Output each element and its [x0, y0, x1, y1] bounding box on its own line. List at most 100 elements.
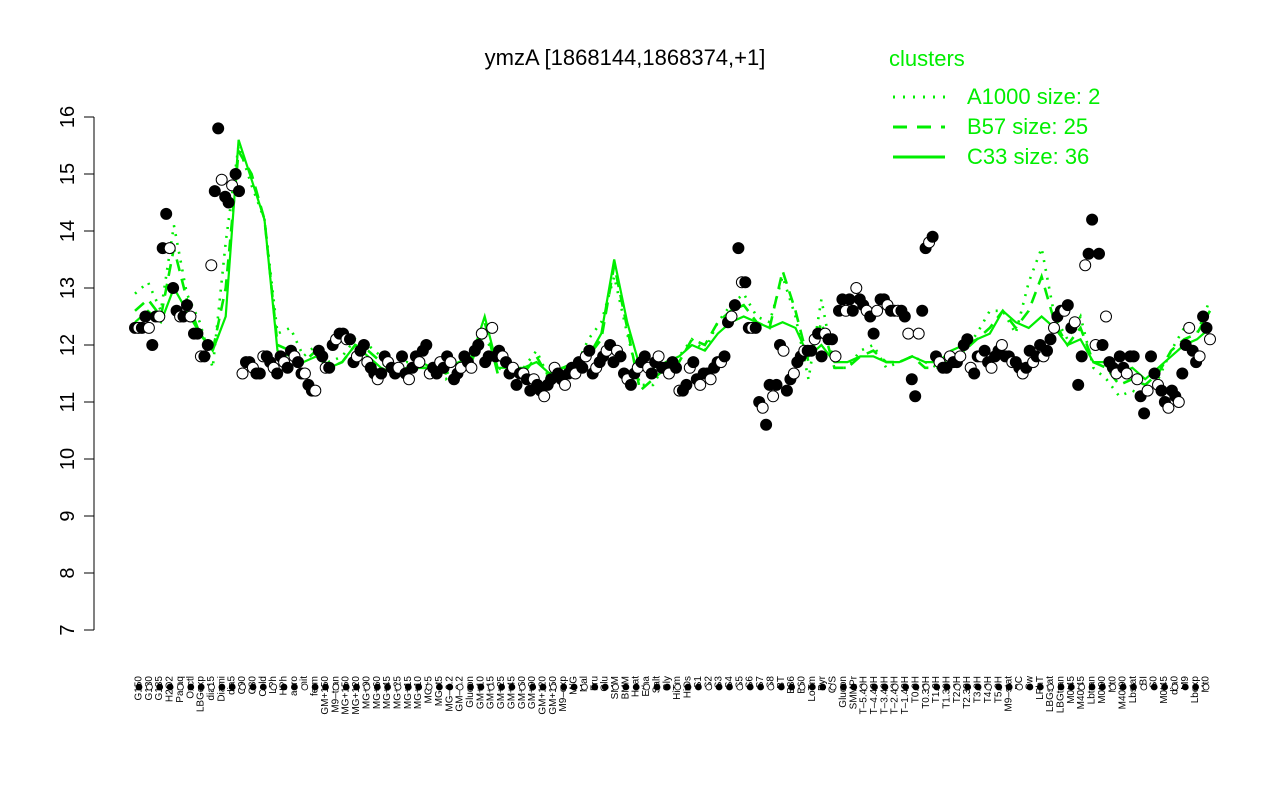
data-point [215, 173, 228, 186]
x-marker [1078, 683, 1086, 691]
x-marker [415, 683, 423, 691]
data-point [694, 378, 707, 391]
x-marker [529, 683, 537, 691]
x-tick-label: GM+90 [527, 676, 538, 710]
x-tick-label: SMMPr [848, 675, 859, 709]
x-marker [632, 683, 640, 691]
data-point [732, 242, 745, 255]
x-tick-label: LBGexp [196, 676, 207, 713]
x-tick-label: T1.30H [942, 676, 953, 709]
x-tick-label: Gly [662, 676, 673, 691]
x-tick-label: M9–exp [558, 676, 569, 712]
y-tick-label: 12 [57, 334, 79, 356]
x-marker [270, 683, 278, 691]
y-tick-label: 7 [57, 624, 79, 635]
x-tick-label: BT [776, 676, 787, 689]
x-marker [446, 683, 454, 691]
x-marker [1181, 683, 1189, 691]
x-marker [767, 683, 775, 691]
data-point [1082, 247, 1095, 260]
x-tick-label: BI [1138, 676, 1149, 685]
x-marker [1109, 683, 1117, 691]
x-tick-label: MG+60 [372, 676, 383, 710]
y-tick-label: 9 [57, 510, 79, 521]
x-tick-label: GM+120 [538, 676, 549, 715]
x-tick-label: GM+10 [475, 676, 486, 710]
x-marker [404, 683, 412, 691]
x-marker [332, 683, 340, 691]
data-point [829, 350, 842, 363]
data-point [905, 373, 918, 386]
y-tick-label: 13 [57, 277, 79, 299]
x-tick-label: BC [1014, 676, 1025, 690]
x-marker [581, 683, 588, 691]
data-point [281, 361, 294, 374]
x-marker [840, 683, 847, 691]
data-point [624, 378, 637, 391]
data-point [687, 356, 700, 369]
data-point [638, 350, 651, 363]
legend-entry-a1000: A1000 size: 2 [967, 84, 1100, 109]
x-marker [487, 683, 495, 691]
x-tick-label: GM+150 [548, 676, 559, 715]
x-marker [964, 683, 972, 691]
x-tick-label: Sw [1024, 675, 1035, 690]
x-marker [777, 683, 785, 691]
x-tick-label: MG+10 [413, 676, 424, 710]
data-point [704, 373, 717, 386]
x-marker [394, 683, 402, 691]
data-point [1079, 259, 1092, 272]
data-point [465, 361, 478, 374]
x-marker [829, 683, 837, 691]
x-marker [187, 683, 195, 691]
x-marker [643, 683, 650, 691]
x-marker [197, 683, 205, 691]
x-marker [156, 683, 164, 691]
data-point [614, 350, 627, 363]
data-point [926, 230, 939, 243]
x-marker [933, 683, 941, 691]
data-point [413, 356, 426, 369]
x-marker [518, 683, 526, 691]
data-point [475, 327, 488, 340]
x-tick-label: S2 [703, 676, 714, 689]
data-point [576, 361, 589, 374]
x-tick-label: S5 [734, 676, 745, 689]
data-point [212, 122, 225, 135]
x-tick-label: Glucon [838, 676, 849, 708]
legend-title: clusters [889, 46, 965, 71]
x-tick-label: nit [299, 676, 310, 687]
data-point [1120, 367, 1133, 380]
data-point [1200, 321, 1213, 334]
x-tick-label: MG+25 [393, 676, 404, 710]
chart-title: ymzA [1868144,1868374,+1] [485, 45, 766, 70]
data-point [403, 373, 415, 386]
data-point [309, 384, 322, 397]
x-tick-label: Fru [589, 676, 600, 691]
data-point [787, 367, 800, 380]
x-tick-label: S0 [1149, 676, 1160, 689]
x-marker [684, 683, 692, 691]
x-marker [591, 683, 599, 691]
x-marker [342, 683, 350, 691]
x-marker [550, 683, 557, 691]
x-marker [425, 683, 433, 691]
data-point [396, 350, 408, 363]
x-marker [259, 683, 267, 691]
x-marker [808, 683, 816, 691]
x-marker [726, 683, 733, 691]
data-point [1145, 350, 1157, 363]
x-marker [145, 683, 153, 691]
x-marker [601, 683, 609, 691]
x-tick-label: M40t45 [1076, 676, 1087, 710]
x-marker [166, 683, 174, 691]
data-point [728, 299, 741, 312]
x-tick-label: GM+45 [506, 676, 517, 710]
data-point [760, 418, 773, 431]
data-point [146, 339, 159, 351]
data-point [756, 401, 769, 414]
x-tick-label: GM+60 [517, 676, 528, 710]
data-point [222, 196, 235, 209]
x-tick-label: S1 [693, 676, 704, 689]
x-tick-label: S4 [724, 676, 735, 689]
